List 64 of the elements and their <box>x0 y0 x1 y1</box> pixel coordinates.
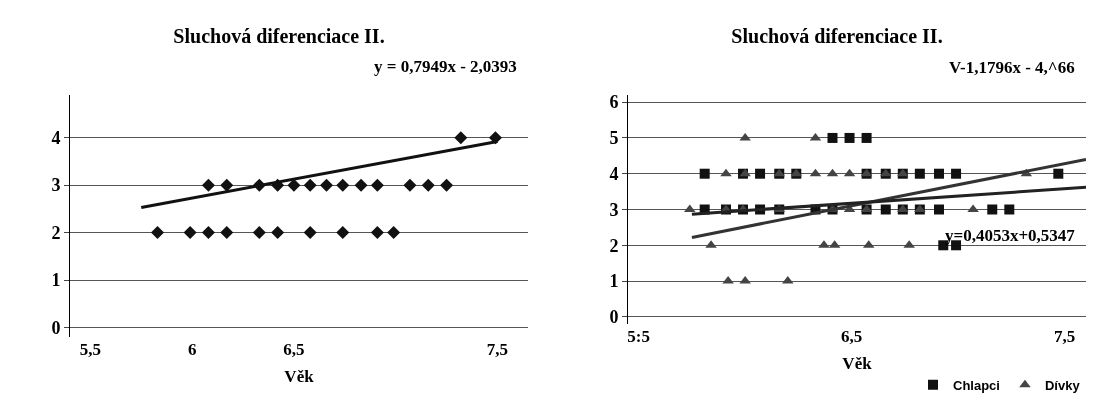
legend-label: Dívky <box>1044 377 1081 393</box>
x-tick-label: 6 <box>187 340 197 359</box>
y-tick-label: 1 <box>51 270 61 291</box>
point <box>699 168 710 179</box>
point <box>271 226 285 240</box>
point <box>220 226 234 240</box>
x-tick-label: 7,5 <box>486 340 509 359</box>
point <box>370 178 384 192</box>
annotation: y=0,4053x+0,5347 <box>945 226 1076 245</box>
point <box>987 204 998 215</box>
y-tick-label: 2 <box>609 235 619 256</box>
point <box>1053 168 1064 179</box>
point <box>201 226 215 240</box>
y-tick-label: 5 <box>609 128 619 149</box>
point <box>827 132 838 143</box>
chart-title: Sluchová diferenciace II. <box>731 24 943 47</box>
point <box>403 178 417 192</box>
point <box>201 178 215 192</box>
point <box>370 226 384 240</box>
y-tick-label: 4 <box>609 164 619 185</box>
x-tick-label: 6,5 <box>283 340 305 359</box>
point <box>1004 204 1015 215</box>
y-tick-label: 1 <box>609 271 619 292</box>
chart-title: Sluchová diferenciace II. <box>173 24 385 47</box>
point <box>421 178 435 192</box>
point <box>755 168 766 179</box>
y-tick-label: 2 <box>51 222 61 243</box>
point <box>303 226 317 240</box>
point <box>454 131 468 145</box>
point <box>440 178 454 192</box>
x-tick-label: 5,5 <box>79 340 101 359</box>
point <box>354 178 368 192</box>
point <box>151 226 165 240</box>
x-tick-label: 6,5 <box>841 327 863 346</box>
point <box>183 226 197 240</box>
point <box>319 178 333 192</box>
point <box>336 226 350 240</box>
text: V-1,1796x - 4,^66 <box>949 58 1075 77</box>
point <box>934 168 945 179</box>
point <box>387 226 401 240</box>
x-tick-label: 5:5 <box>627 327 650 346</box>
point <box>336 178 350 192</box>
point <box>934 204 945 215</box>
y-tick-label: 0 <box>609 307 619 328</box>
point <box>303 178 317 192</box>
y-tick-label: 3 <box>51 175 61 196</box>
point <box>844 132 855 143</box>
y-tick-label: 6 <box>609 92 619 113</box>
point <box>951 168 962 179</box>
point <box>914 168 925 179</box>
point <box>287 178 301 192</box>
x-axis-title: Věk <box>284 367 315 387</box>
point <box>880 204 891 215</box>
point <box>220 178 234 192</box>
point <box>861 132 872 143</box>
y-tick-label: 0 <box>51 317 61 338</box>
x-axis-title: Věk <box>842 354 873 374</box>
legend-label: Chlapci <box>953 377 1000 393</box>
y-tick-label: 3 <box>609 199 619 220</box>
y-tick-label: 4 <box>51 128 61 149</box>
text: y = 0,7949x - 2,0393 <box>374 57 517 76</box>
point <box>720 168 732 177</box>
point <box>252 226 266 240</box>
x-tick-label: 7,5 <box>1054 327 1076 346</box>
